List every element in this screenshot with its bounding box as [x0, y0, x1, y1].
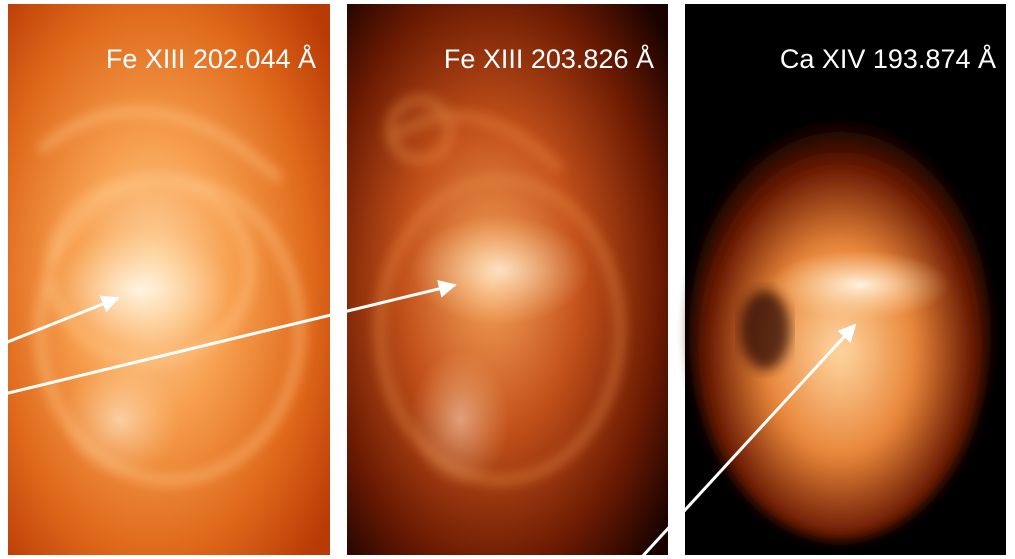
panel-label: Ca XIV 193.874 Å [780, 43, 996, 74]
panel-label: Fe XIII 203.826 Å [444, 43, 654, 74]
panel-1: Fe XIII 202.044 Å [8, 4, 330, 555]
bright-region [770, 250, 950, 320]
bright-region [410, 350, 510, 490]
bright-region [50, 230, 230, 350]
dark-region [740, 290, 790, 370]
page: Fe XIII 202.044 Å Fe XIII 203.826 Å Ca X… [0, 0, 1015, 559]
panel-3: Ca XIV 193.874 Å [685, 4, 1006, 555]
figure: Fe XIII 202.044 Å Fe XIII 203.826 Å Ca X… [0, 0, 1015, 559]
emission [690, 120, 990, 540]
bright-region [410, 215, 590, 325]
panel-label: Fe XIII 202.044 Å [106, 43, 316, 74]
bright-region [60, 360, 180, 480]
panel-2: Fe XIII 203.826 Å [347, 4, 668, 555]
